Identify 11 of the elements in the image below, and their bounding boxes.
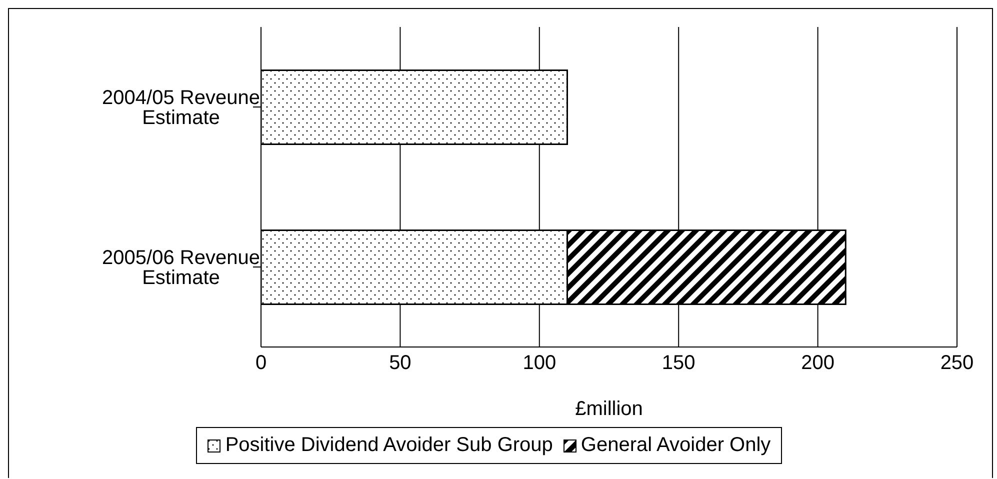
x-tick-label: 0 (255, 352, 267, 374)
x-tick-label: 100 (522, 352, 556, 374)
x-axis-title: £million (575, 398, 643, 420)
y-tick-label: 2005/06 Revenue Estimate (102, 247, 260, 290)
x-tick-label: 50 (389, 352, 412, 374)
x-tick-label: 150 (662, 352, 696, 374)
legend-label: Positive Dividend Avoider Sub Group (224, 434, 553, 457)
legend-label: General Avoider Only (580, 434, 771, 457)
y-tick-label: 2004/05 Reveune Estimate (102, 87, 260, 130)
x-tick-label: 250 (940, 352, 974, 374)
x-tick-label: 200 (801, 352, 834, 374)
